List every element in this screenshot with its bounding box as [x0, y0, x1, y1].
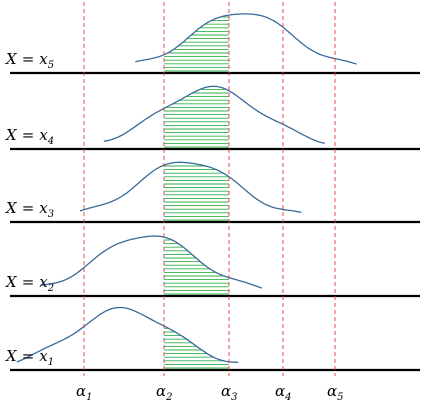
- threshold-sub: 2: [165, 392, 172, 403]
- row-label: X = x4: [5, 126, 54, 147]
- threshold-sub: 1: [86, 392, 92, 403]
- shaded-probability-region: [164, 88, 229, 148]
- shaded-probability-region: [164, 327, 229, 369]
- shaded-probability-region: [164, 16, 229, 72]
- density-row-2: [10, 235, 420, 298]
- row-label: X = x1: [5, 347, 54, 368]
- density-curve: [79, 161, 302, 213]
- shaded-probability-region: [164, 161, 229, 221]
- threshold-sym: α: [221, 382, 231, 400]
- row-labels: X = x5X = x4X = x3X = x2X = x1: [5, 50, 54, 368]
- threshold-label: α5: [327, 382, 344, 403]
- threshold-sub: 5: [337, 392, 343, 403]
- label-eq: =: [22, 273, 35, 291]
- threshold-label: α4: [275, 382, 292, 403]
- label-sym: x: [39, 347, 48, 365]
- label-sub: 5: [48, 60, 54, 71]
- label-eq: =: [22, 126, 35, 144]
- label-var: X: [5, 126, 18, 144]
- label-eq: =: [22, 50, 35, 68]
- threshold-label: α2: [156, 382, 173, 403]
- density-row-1: [10, 306, 420, 372]
- label-sub: 2: [47, 283, 54, 294]
- threshold-sym: α: [76, 382, 86, 400]
- label-eq: =: [22, 199, 35, 217]
- label-var: X: [5, 50, 18, 68]
- label-sym: x: [39, 50, 48, 68]
- threshold-sub: 4: [284, 392, 291, 403]
- label-eq: =: [22, 347, 35, 365]
- density-row-4: [10, 85, 420, 151]
- label-var: X: [5, 347, 18, 365]
- label-var: X: [5, 273, 18, 291]
- threshold-labels: α1 α2 α3 α4 α5: [76, 382, 344, 403]
- threshold-label: α3: [221, 382, 238, 403]
- label-sub: 1: [48, 357, 54, 368]
- shaded-probability-region: [164, 239, 229, 295]
- label-sub: 4: [47, 136, 54, 147]
- label-sym: x: [39, 273, 48, 291]
- row-label: X = x3: [5, 199, 54, 220]
- label-sym: x: [39, 199, 48, 217]
- density-curve: [40, 235, 263, 289]
- threshold-label: α1: [76, 382, 93, 403]
- row-label: X = x5: [5, 50, 54, 71]
- threshold-sub: 3: [231, 392, 237, 403]
- density-curve: [135, 13, 357, 65]
- threshold-sym: α: [327, 382, 337, 400]
- density-row-3: [10, 161, 420, 224]
- threshold-lines: [83, 2, 336, 376]
- label-sym: x: [39, 126, 48, 144]
- label-var: X: [5, 199, 18, 217]
- label-sub: 3: [48, 209, 54, 220]
- density-row-5: [10, 13, 420, 75]
- threshold-sym: α: [156, 382, 166, 400]
- density-curve: [16, 306, 239, 363]
- threshold-sym: α: [275, 382, 285, 400]
- row-label: X = x2: [5, 273, 54, 294]
- density-rows: [10, 13, 420, 372]
- density-curve: [103, 85, 326, 144]
